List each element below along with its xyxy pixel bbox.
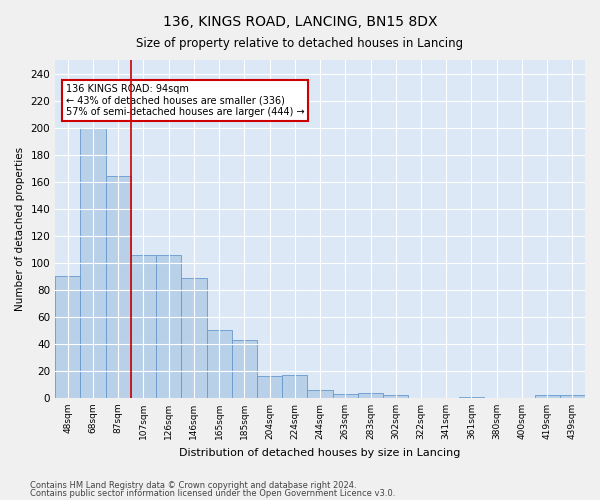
Text: Size of property relative to detached houses in Lancing: Size of property relative to detached ho… bbox=[136, 38, 464, 51]
Text: Contains HM Land Registry data © Crown copyright and database right 2024.: Contains HM Land Registry data © Crown c… bbox=[30, 480, 356, 490]
Bar bbox=[181, 278, 206, 398]
Text: 136 KINGS ROAD: 94sqm
← 43% of detached houses are smaller (336)
57% of semi-det: 136 KINGS ROAD: 94sqm ← 43% of detached … bbox=[66, 84, 304, 117]
Bar bbox=[156, 254, 181, 398]
Bar bbox=[535, 395, 560, 398]
Text: 136, KINGS ROAD, LANCING, BN15 8DX: 136, KINGS ROAD, LANCING, BN15 8DX bbox=[163, 15, 437, 29]
Bar bbox=[257, 376, 282, 398]
Bar bbox=[459, 396, 484, 398]
Bar bbox=[383, 395, 409, 398]
Bar bbox=[206, 330, 232, 398]
Bar bbox=[80, 128, 106, 398]
Bar bbox=[106, 176, 131, 398]
Bar bbox=[131, 254, 156, 398]
Bar bbox=[232, 340, 257, 398]
Bar bbox=[560, 395, 585, 398]
Text: Contains public sector information licensed under the Open Government Licence v3: Contains public sector information licen… bbox=[30, 489, 395, 498]
Bar bbox=[358, 392, 383, 398]
Bar bbox=[307, 390, 332, 398]
Bar bbox=[332, 394, 358, 398]
Y-axis label: Number of detached properties: Number of detached properties bbox=[15, 147, 25, 311]
Bar bbox=[282, 375, 307, 398]
X-axis label: Distribution of detached houses by size in Lancing: Distribution of detached houses by size … bbox=[179, 448, 461, 458]
Bar bbox=[55, 276, 80, 398]
